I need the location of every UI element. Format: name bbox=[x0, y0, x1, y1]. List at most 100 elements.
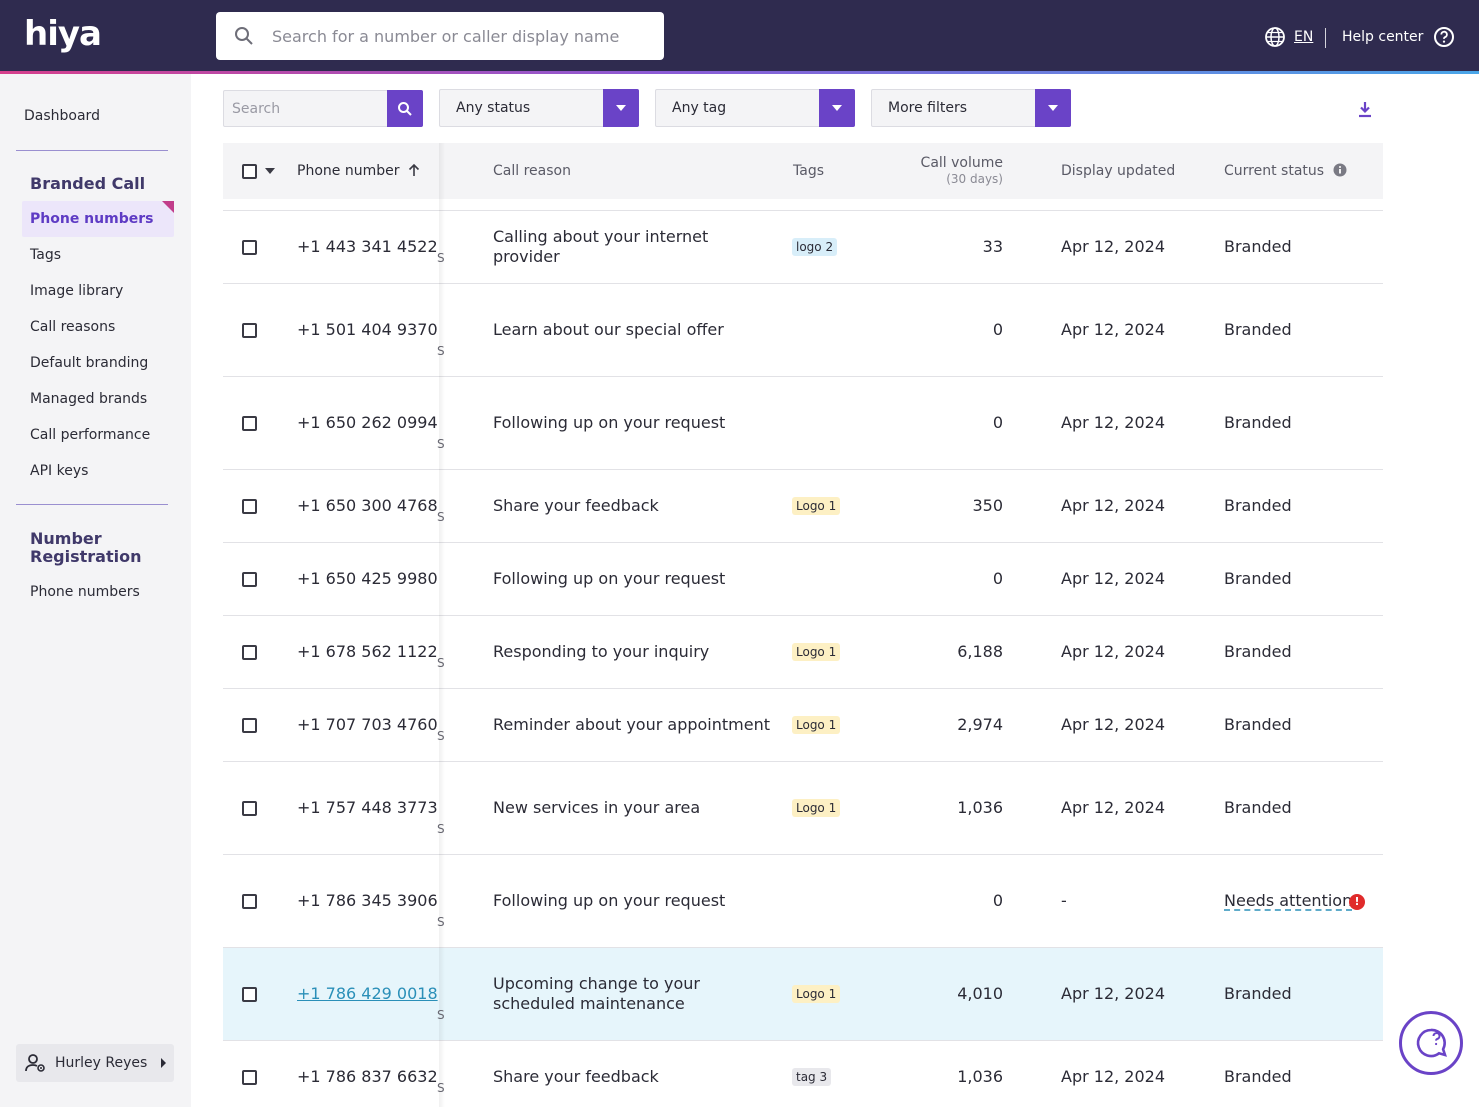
help-center-label[interactable]: Help center bbox=[1342, 29, 1424, 45]
table-search[interactable] bbox=[223, 90, 423, 127]
overflow-text: S bbox=[437, 437, 445, 451]
chat-help-button[interactable] bbox=[1399, 1011, 1463, 1075]
current-status: Branded bbox=[1224, 569, 1292, 588]
tag-badge: tag 3 bbox=[792, 1068, 832, 1086]
global-search-box[interactable] bbox=[216, 12, 664, 60]
status-filter-value: Any status bbox=[456, 100, 531, 116]
table-search-input[interactable] bbox=[224, 91, 388, 126]
table-row[interactable]: +1 650 300 4768 S Share your feedback Lo… bbox=[223, 469, 1383, 542]
user-menu[interactable]: Hurley Reyes bbox=[16, 1044, 174, 1082]
phone-number[interactable]: +1 650 262 0994 bbox=[297, 413, 438, 432]
call-reason: Share your feedback bbox=[493, 1067, 659, 1086]
phone-number[interactable]: +1 786 345 3906 bbox=[297, 891, 438, 910]
call-volume: 350 bbox=[972, 496, 1003, 515]
row-checkbox[interactable] bbox=[242, 572, 257, 587]
sidebar-item-phone-numbers[interactable]: Phone numbers bbox=[22, 201, 174, 237]
phone-number[interactable]: +1 650 425 9980 bbox=[297, 569, 438, 588]
table-row[interactable]: +1 650 425 9980 Following up on your req… bbox=[223, 542, 1383, 615]
more-filters-dropdown[interactable]: More filters bbox=[871, 89, 1071, 127]
table-row[interactable]: +1 650 262 0994 S Following up on your r… bbox=[223, 376, 1383, 469]
sidebar-item-image-library[interactable]: Image library bbox=[30, 283, 124, 299]
current-status: Branded bbox=[1224, 237, 1292, 256]
phone-number[interactable]: +1 678 562 1122 bbox=[297, 642, 438, 661]
phone-number[interactable]: +1 707 703 4760 bbox=[297, 715, 438, 734]
overflow-text: S bbox=[437, 915, 445, 929]
sort-ascending-icon[interactable] bbox=[408, 163, 420, 177]
call-reason: Share your feedback bbox=[493, 496, 659, 515]
column-header-label: Call volume bbox=[920, 155, 1003, 171]
row-checkbox[interactable] bbox=[242, 645, 257, 660]
table-search-button[interactable] bbox=[387, 90, 423, 127]
call-volume: 0 bbox=[992, 891, 1003, 910]
column-header-display-updated[interactable]: Display updated bbox=[1061, 163, 1176, 179]
globe-icon bbox=[1265, 27, 1285, 47]
phone-number[interactable]: +1 757 448 3773 bbox=[297, 798, 438, 817]
phone-number-link[interactable]: +1 786 429 0018 bbox=[297, 984, 438, 1003]
section-title-branded-call: Branded Call bbox=[30, 174, 146, 193]
table-row[interactable]: +1 786 345 3906 S Following up on your r… bbox=[223, 854, 1383, 947]
tag-filter-dropdown[interactable]: Any tag bbox=[655, 89, 855, 127]
sidebar-item-call-reasons[interactable]: Call reasons bbox=[30, 319, 116, 335]
row-checkbox[interactable] bbox=[242, 718, 257, 733]
column-header-call-reason[interactable]: Call reason bbox=[493, 163, 571, 179]
sidebar-item-registration-phone-numbers[interactable]: Phone numbers bbox=[30, 584, 140, 600]
sidebar-item-managed-brands[interactable]: Managed brands bbox=[30, 391, 148, 407]
sidebar-item-tags[interactable]: Tags bbox=[30, 247, 61, 263]
row-checkbox[interactable] bbox=[242, 323, 257, 338]
section-title-number-registration: Number Registration bbox=[30, 530, 141, 566]
sidebar-item-api-keys[interactable]: API keys bbox=[30, 463, 89, 479]
call-reason: Reminder about your appointment bbox=[493, 715, 770, 734]
current-status-needs-attention[interactable]: Needs attention bbox=[1224, 891, 1353, 910]
table-row[interactable]: +1 757 448 3773 S New services in your a… bbox=[223, 761, 1383, 854]
info-icon[interactable] bbox=[1333, 163, 1347, 177]
sidebar-item-default-branding[interactable]: Default branding bbox=[30, 355, 149, 371]
display-updated: - bbox=[1061, 891, 1067, 910]
row-checkbox[interactable] bbox=[242, 499, 257, 514]
call-volume: 0 bbox=[992, 320, 1003, 339]
row-checkbox[interactable] bbox=[242, 894, 257, 909]
current-status: Branded bbox=[1224, 715, 1292, 734]
phone-number[interactable]: +1 501 404 9370 bbox=[297, 320, 438, 339]
phone-number[interactable]: +1 786 837 6632 bbox=[297, 1067, 438, 1086]
language-label[interactable]: EN bbox=[1294, 29, 1314, 45]
global-search-input[interactable] bbox=[272, 26, 652, 46]
select-all-checkbox[interactable] bbox=[242, 164, 257, 179]
language-selector[interactable]: EN bbox=[1264, 26, 1313, 48]
sidebar-item-call-performance[interactable]: Call performance bbox=[30, 427, 151, 443]
chevron-down-icon[interactable] bbox=[603, 89, 639, 127]
phone-number[interactable]: +1 443 341 4522 bbox=[297, 237, 438, 256]
help-icon[interactable] bbox=[1433, 26, 1455, 48]
chevron-down-icon[interactable] bbox=[1035, 89, 1071, 127]
table-row[interactable]: +1 443 341 4522 S Calling about your int… bbox=[223, 210, 1383, 283]
row-checkbox[interactable] bbox=[242, 987, 257, 1002]
row-checkbox[interactable] bbox=[242, 416, 257, 431]
top-bar: hiya EN Help center bbox=[0, 0, 1479, 72]
table-row[interactable]: +1 707 703 4760 S Reminder about your ap… bbox=[223, 688, 1383, 761]
row-checkbox[interactable] bbox=[242, 801, 257, 816]
sidebar: Dashboard Branded Call Phone numbers Tag… bbox=[0, 74, 191, 1107]
chevron-down-icon[interactable] bbox=[819, 89, 855, 127]
column-header-call-volume[interactable]: Call volume (30 days) bbox=[921, 155, 1003, 186]
call-volume: 2,974 bbox=[957, 715, 1003, 734]
status-filter-dropdown[interactable]: Any status bbox=[439, 89, 639, 127]
table-row[interactable]: +1 786 429 0018 S Upcoming change to you… bbox=[223, 947, 1383, 1040]
table-row[interactable]: +1 501 404 9370 S Learn about our specia… bbox=[223, 283, 1383, 376]
sidebar-item-dashboard[interactable]: Dashboard bbox=[24, 108, 100, 124]
current-status: Branded bbox=[1224, 320, 1292, 339]
row-checkbox[interactable] bbox=[242, 240, 257, 255]
table-row[interactable]: +1 786 837 6632 S Share your feedback ta… bbox=[223, 1040, 1383, 1107]
chevron-down-icon[interactable] bbox=[265, 168, 275, 174]
help-center-link[interactable]: Help center bbox=[1342, 26, 1455, 48]
phone-number[interactable]: +1 650 300 4768 bbox=[297, 496, 438, 515]
call-volume: 33 bbox=[982, 237, 1003, 256]
hiya-logo[interactable]: hiya bbox=[24, 14, 102, 54]
row-checkbox[interactable] bbox=[242, 1070, 257, 1085]
chat-question-icon bbox=[1416, 1028, 1447, 1058]
column-header-current-status[interactable]: Current status bbox=[1224, 163, 1347, 179]
tag-filter-value: Any tag bbox=[672, 100, 727, 116]
column-header-phone-number[interactable]: Phone number bbox=[297, 163, 420, 179]
table-row[interactable]: +1 678 562 1122 S Responding to your inq… bbox=[223, 615, 1383, 688]
current-status: Branded bbox=[1224, 496, 1292, 515]
download-icon[interactable] bbox=[1356, 100, 1374, 118]
column-header-tags[interactable]: Tags bbox=[793, 163, 824, 179]
